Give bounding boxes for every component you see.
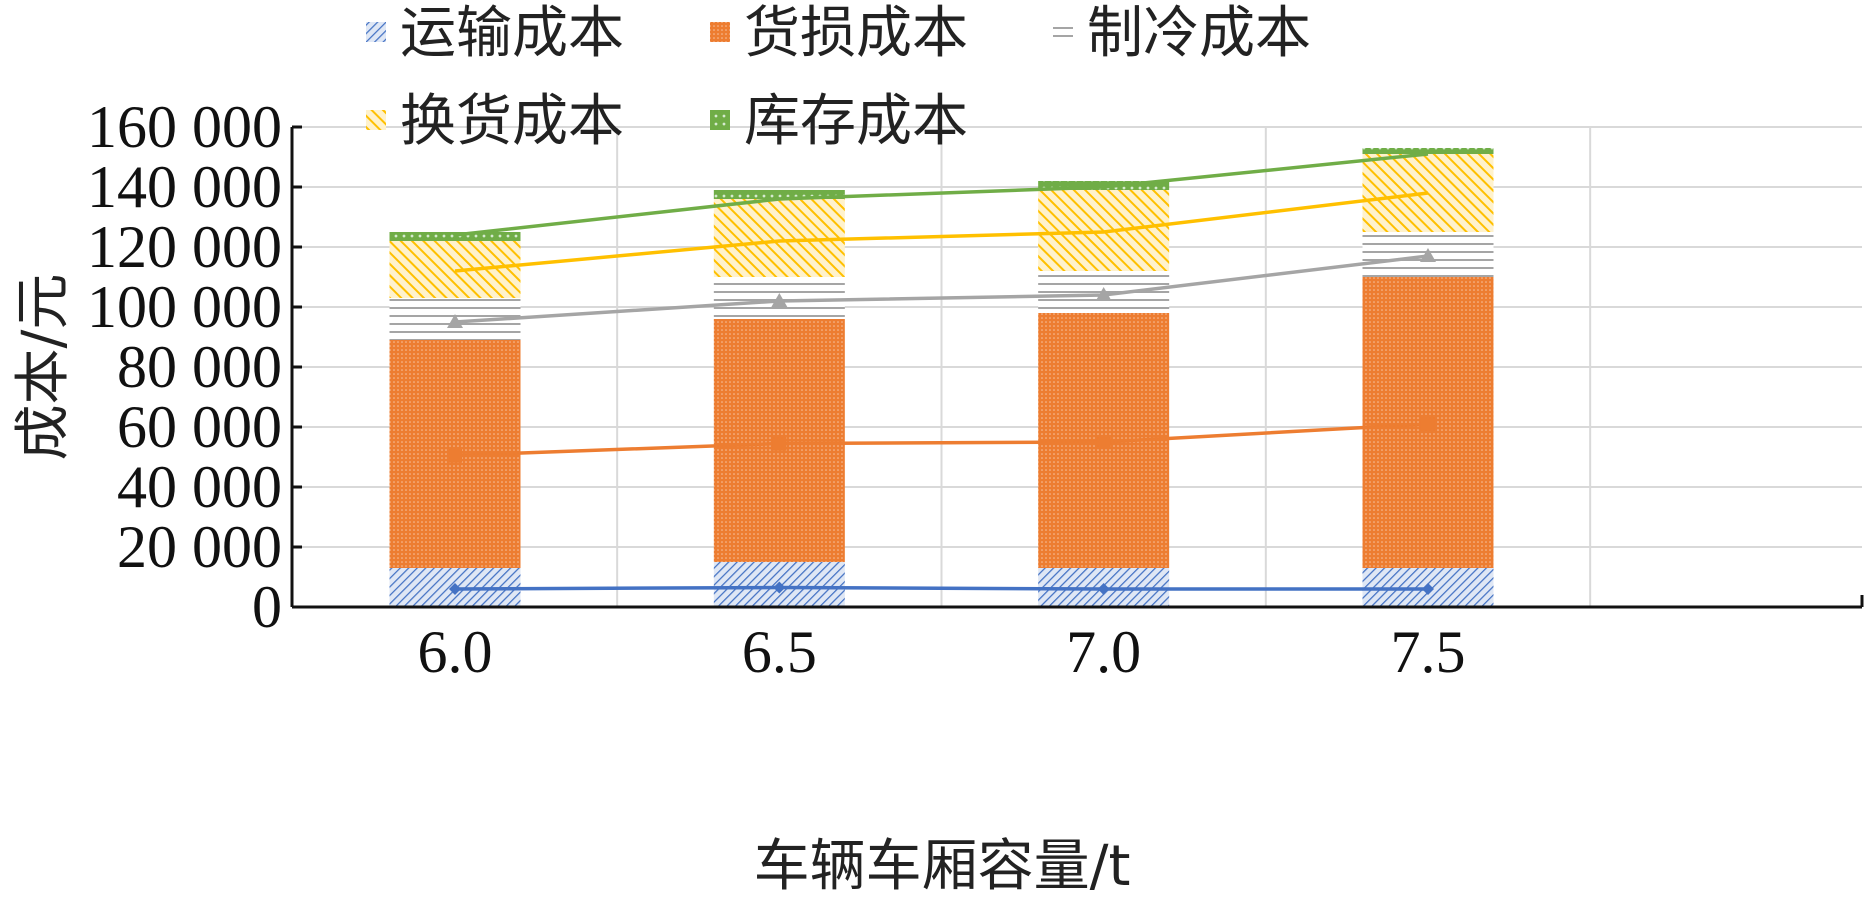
legend-swatch [710,22,730,42]
x-tick-label: 7.0 [1066,619,1141,685]
y-axis-title: 成本/元 [11,274,76,461]
data-point [772,436,787,451]
y-tick-label: 60 000 [117,394,282,460]
bar-segment [713,190,845,199]
data-point [771,293,788,307]
y-tick-label: 140 000 [87,154,282,220]
legend-swatch [366,22,386,42]
axes [290,125,1864,609]
x-tick-label: 6.0 [418,619,493,685]
data-point [1421,583,1434,595]
series-line [454,254,1429,324]
data-point [449,583,461,595]
data-point [773,581,786,594]
x-tick-label: 6.5 [742,619,817,685]
data-point [1097,583,1110,595]
y-tick-label: 20 000 [117,514,282,580]
data-point [1096,435,1111,449]
x-tick-labels: 6.0 6.5 7.0 7.5 [418,619,1466,685]
data-point [1095,287,1112,301]
y-tick-label: 40 000 [117,454,282,520]
series-line [454,422,1429,458]
data-point [1420,417,1435,431]
legend-label: 运输成本 [400,1,624,66]
legend-label: 制冷成本 [1087,1,1311,66]
bar-segment [1362,148,1494,154]
data-point [1419,248,1436,262]
legend-swatch [366,110,386,130]
legend-swatch [1053,22,1073,42]
legend-label: 库存成本 [744,89,968,154]
y-tick-label: 0 [252,574,282,640]
series-line [454,152,1429,237]
data-point [448,448,462,463]
line-group [447,152,1436,595]
y-tick-label: 120 000 [87,214,282,280]
legend-label: 货损成本 [744,1,968,66]
bar-segment [389,232,521,241]
series-line [454,191,1429,273]
x-axis-title: 车辆车厢容量/t [754,834,1131,899]
y-tick-label: 80 000 [117,334,282,400]
data-point [447,314,463,328]
legend-swatch [710,110,730,130]
bar-segment [713,199,845,277]
y-tick-label: 100 000 [87,274,282,340]
x-tick-label: 7.5 [1390,619,1465,685]
legend-label: 换货成本 [400,89,624,154]
series-line [454,585,1428,591]
y-tick-label: 160 000 [87,94,282,160]
